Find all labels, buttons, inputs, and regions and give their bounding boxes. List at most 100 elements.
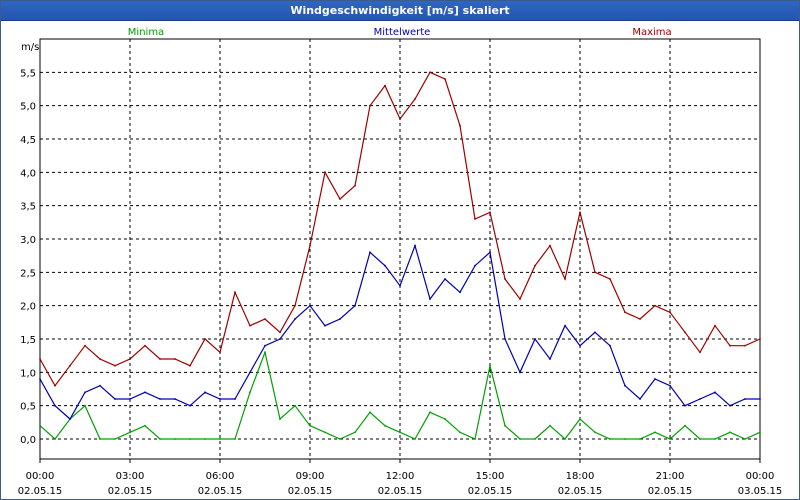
legend-mittelwerte: Mittelwerte	[374, 27, 431, 38]
data-point-maxima	[324, 171, 326, 174]
y-tick-label: 4,5	[20, 135, 36, 146]
data-point-maxima	[654, 304, 656, 307]
y-tick-label: 3,5	[20, 202, 36, 213]
data-point-maxima	[99, 358, 101, 360]
data-point-maxima	[234, 291, 236, 294]
data-point-maxima	[489, 211, 491, 214]
data-point-mittelwerte	[564, 324, 566, 327]
data-point-minima	[699, 438, 701, 440]
data-point-mittelwerte	[489, 251, 491, 254]
data-point-maxima	[684, 331, 686, 334]
legend-minima: Minima	[128, 27, 164, 38]
data-point-minima	[189, 438, 191, 440]
x-tick-date: 02.05.15	[108, 486, 153, 497]
y-tick-label: 3,0	[20, 235, 36, 246]
data-point-mittelwerte	[429, 298, 431, 300]
x-tick-date: 02.05.15	[558, 486, 603, 497]
series-lines	[39, 71, 761, 440]
data-point-mittelwerte	[699, 398, 701, 400]
data-point-maxima	[129, 358, 131, 360]
data-point-mittelwerte	[354, 304, 356, 307]
data-point-maxima	[624, 311, 626, 314]
data-point-minima	[114, 438, 116, 440]
data-point-mittelwerte	[219, 398, 221, 400]
y-axis-label: m/s	[21, 42, 39, 53]
data-point-mittelwerte	[384, 264, 386, 267]
data-point-mittelwerte	[174, 398, 176, 400]
data-point-mittelwerte	[114, 398, 116, 400]
data-point-maxima	[354, 184, 356, 187]
y-tick-label: 2,5	[20, 268, 36, 279]
data-point-maxima	[519, 298, 521, 300]
data-point-maxima	[369, 104, 371, 107]
data-point-minima	[369, 411, 371, 414]
data-point-maxima	[279, 331, 281, 334]
x-axis-ticks: 00:00 02.05.15 03:00 02.05.15 06:00 02.05.15 0…	[18, 459, 782, 497]
y-tick-label: 1,5	[20, 335, 36, 346]
data-point-minima	[534, 438, 536, 440]
data-point-mittelwerte	[84, 391, 86, 394]
data-point-maxima	[384, 84, 386, 87]
data-point-maxima	[609, 278, 611, 280]
data-point-maxima	[249, 324, 251, 327]
data-point-maxima	[264, 318, 266, 320]
data-point-mittelwerte	[234, 398, 236, 400]
data-point-minima	[579, 418, 581, 420]
x-tick-time: 12:00	[386, 471, 415, 482]
data-point-minima	[744, 438, 746, 440]
data-point-maxima	[444, 78, 446, 80]
data-point-mittelwerte	[759, 398, 761, 400]
y-tick-label: 4,0	[20, 168, 36, 179]
data-point-mittelwerte	[369, 251, 371, 254]
data-point-maxima	[714, 324, 716, 327]
data-point-minima	[309, 424, 311, 427]
data-point-minima	[429, 411, 431, 414]
data-point-mittelwerte	[684, 404, 686, 407]
data-point-minima	[279, 418, 281, 420]
data-point-minima	[354, 431, 356, 434]
data-point-maxima	[339, 198, 341, 200]
window-title: Windgeschwindigkeit [m/s] skaliert	[1, 1, 799, 21]
data-point-mittelwerte	[99, 384, 101, 387]
data-point-mittelwerte	[279, 338, 281, 340]
data-point-maxima	[699, 351, 701, 354]
data-point-maxima	[534, 264, 536, 267]
data-point-maxima	[564, 278, 566, 280]
data-point-maxima	[189, 364, 191, 367]
data-point-minima	[339, 438, 341, 440]
data-point-maxima	[39, 358, 41, 360]
data-point-maxima	[549, 244, 551, 247]
data-point-maxima	[579, 211, 581, 214]
data-point-maxima	[729, 344, 731, 347]
data-point-minima	[444, 418, 446, 420]
data-point-minima	[669, 438, 671, 440]
data-point-mittelwerte	[309, 304, 311, 307]
data-point-minima	[219, 438, 221, 440]
y-tick-label: 0,5	[20, 402, 36, 413]
x-tick-time: 15:00	[476, 471, 505, 482]
data-point-minima	[609, 438, 611, 440]
data-point-minima	[759, 431, 761, 434]
data-point-maxima	[114, 364, 116, 367]
data-point-minima	[519, 438, 521, 440]
data-point-maxima	[159, 358, 161, 360]
data-point-mittelwerte	[39, 378, 41, 380]
data-point-mittelwerte	[669, 384, 671, 387]
data-point-mittelwerte	[579, 344, 581, 347]
data-point-minima	[684, 424, 686, 427]
data-point-minima	[84, 404, 86, 407]
x-tick-date: 02.05.15	[378, 486, 423, 497]
data-point-mittelwerte	[474, 264, 476, 267]
data-point-maxima	[84, 344, 86, 347]
data-point-mittelwerte	[399, 284, 401, 287]
x-tick-date: 02.05.15	[18, 486, 63, 497]
data-point-mittelwerte	[549, 358, 551, 360]
data-point-minima	[144, 424, 146, 427]
x-tick-date: 02.05.15	[648, 486, 693, 497]
x-tick-date: 02.05.15	[288, 486, 333, 497]
data-point-maxima	[399, 118, 401, 120]
y-axis-ticks: 0,0 0,5 1,0 1,5 2,0 2,5 3,0 3,5 4,0 4,5 5,0 5,5	[20, 68, 36, 446]
data-point-maxima	[204, 338, 206, 340]
data-point-maxima	[429, 71, 431, 74]
data-point-maxima	[759, 338, 761, 340]
